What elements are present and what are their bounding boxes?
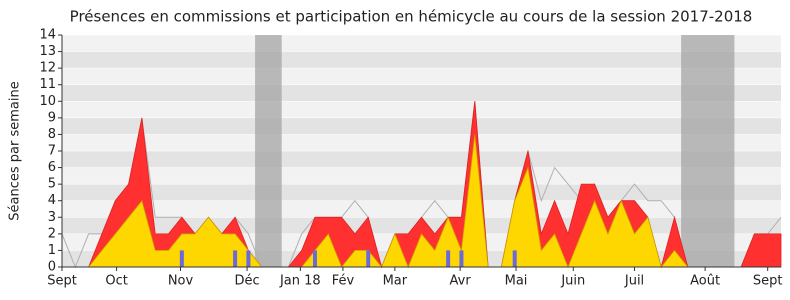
x-tick-label: Sept [753,274,783,289]
x-tick-label: Juin [560,274,585,289]
y-tick-label: 14 [39,28,56,43]
y-tick-label: 2 [48,226,56,241]
series-area [62,134,781,269]
x-tick-label: Déc [234,274,259,289]
x-tick-label: Sept [47,274,77,289]
x-tick-label: Nov [168,274,194,289]
x-tick-label: Oct [105,274,127,289]
y-tick-label: 11 [39,77,56,92]
grid-band [62,35,781,52]
y-tick-label: 7 [48,144,56,159]
grid-band [62,134,781,151]
y-tick-label: 12 [39,61,56,76]
y-tick-label: 4 [48,193,56,208]
y-tick-label: 5 [48,177,56,192]
y-tick-label: 6 [48,160,56,175]
chart-title: Présences en commissions et participatio… [70,8,753,26]
x-tick-label: Fév [332,274,355,289]
y-tick-label: 9 [48,110,56,125]
bar [233,250,238,267]
y-tick-label: 1 [48,243,56,258]
y-tick-label: 3 [48,210,56,225]
grid-band [62,101,781,118]
y-axis-label: Séances par semaine [8,81,23,220]
recess-band [681,35,735,267]
x-tick-label: Jan 18 [279,274,321,289]
recess-band [255,35,282,267]
y-tick-label: 10 [39,94,56,109]
grid-band [62,200,781,218]
bar [446,250,451,267]
bar [312,250,317,267]
bar [246,250,251,267]
bar [366,250,371,267]
grid-band [62,84,781,102]
grid-band [62,51,781,69]
grid-band [62,167,781,185]
grid-band [62,151,781,168]
y-tick-label: 13 [39,44,56,59]
x-tick-label: Mar [383,274,408,289]
x-tick-label: Juil [624,274,644,289]
y-tick-label: 0 [48,260,56,275]
x-tick-label: Mai [505,274,528,289]
bar [179,250,184,267]
grid-band [62,68,781,85]
x-tick-label: Avr [450,274,472,289]
grid-band [62,184,781,201]
bar [512,250,517,267]
x-tick-label: Août [690,274,720,289]
grid-band [62,117,781,135]
bar [459,250,464,267]
y-tick-label: 8 [48,127,56,142]
